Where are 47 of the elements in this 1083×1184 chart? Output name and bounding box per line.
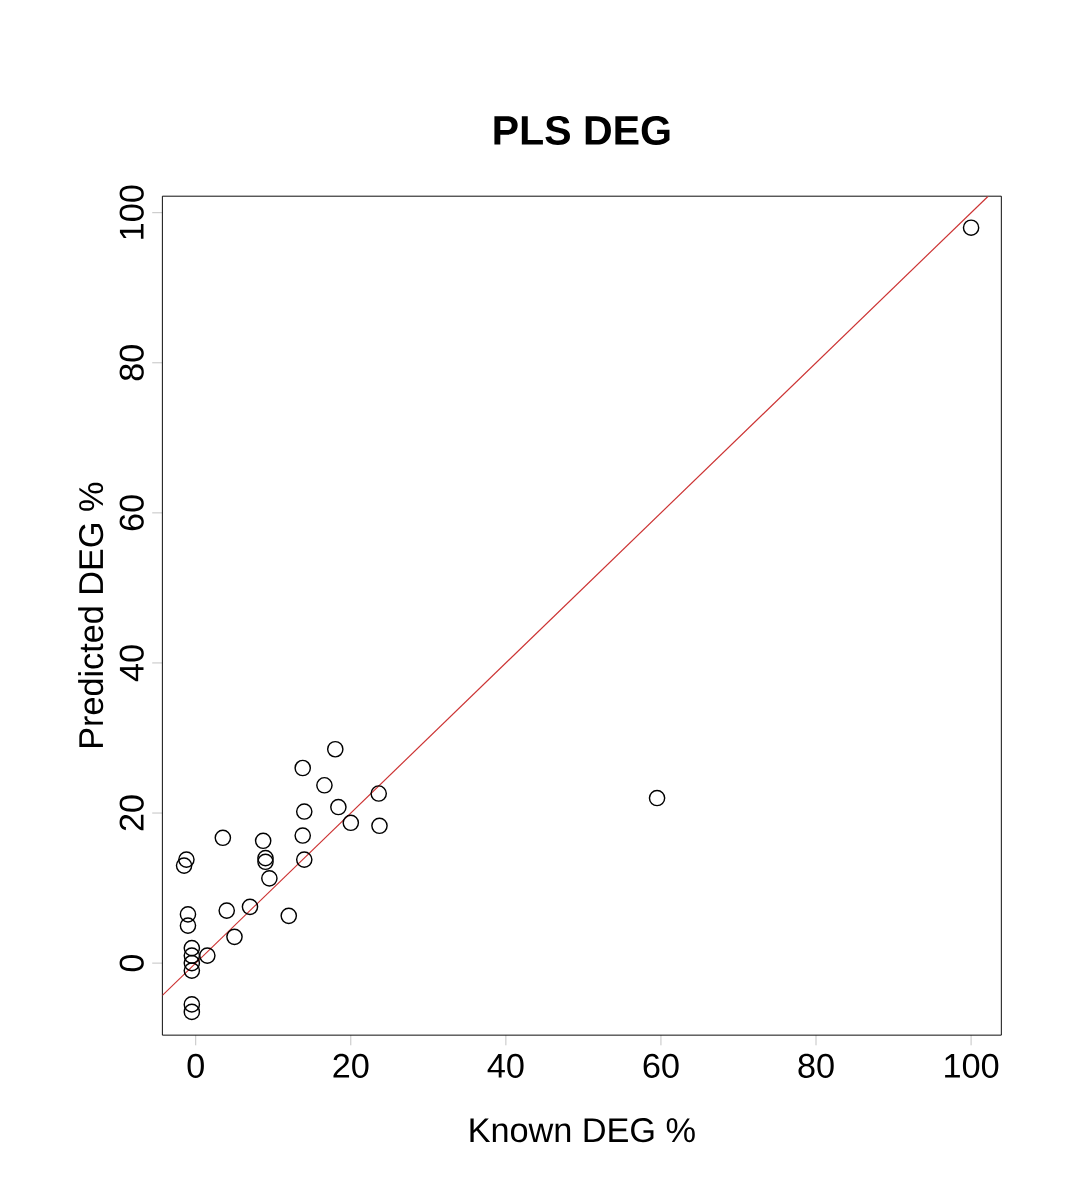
point bbox=[214, 829, 232, 847]
point bbox=[183, 1003, 201, 1021]
point bbox=[183, 996, 201, 1013]
y-tick-label: 20 bbox=[119, 795, 145, 831]
x-tick-label: 40 bbox=[487, 1053, 524, 1078]
point bbox=[183, 962, 201, 979]
point bbox=[257, 849, 275, 867]
y-tick-label: 60 bbox=[119, 495, 145, 531]
point bbox=[199, 947, 216, 964]
x-tick-label: 100 bbox=[945, 1053, 999, 1078]
point bbox=[342, 814, 360, 832]
y-tick-label: 0 bbox=[119, 954, 145, 972]
point bbox=[183, 939, 201, 957]
y-tick-label: 100 bbox=[119, 185, 145, 239]
point bbox=[226, 928, 244, 946]
point bbox=[255, 832, 272, 850]
x-axis-title: Known DEG % bbox=[470, 1118, 696, 1143]
x-tick-label: 60 bbox=[643, 1053, 679, 1078]
point bbox=[648, 789, 666, 807]
y-axis-title: Predicted DEG % bbox=[78, 482, 104, 748]
point bbox=[294, 827, 312, 844]
point bbox=[963, 219, 980, 237]
y-tick-label: 80 bbox=[119, 345, 145, 381]
point bbox=[280, 907, 298, 925]
point bbox=[179, 906, 197, 923]
point bbox=[241, 898, 259, 916]
point bbox=[330, 798, 347, 816]
point bbox=[183, 954, 201, 972]
x-tick-label: 80 bbox=[798, 1053, 834, 1078]
point bbox=[370, 785, 388, 802]
point bbox=[183, 947, 201, 964]
y-tick-label: 40 bbox=[119, 645, 145, 682]
point bbox=[296, 803, 313, 820]
point bbox=[218, 902, 236, 919]
point bbox=[261, 869, 278, 887]
point bbox=[371, 817, 389, 835]
point bbox=[178, 851, 195, 868]
point bbox=[327, 740, 344, 758]
x-tick-label: 20 bbox=[333, 1053, 369, 1078]
point bbox=[296, 851, 313, 868]
x-tick-label: 0 bbox=[187, 1053, 205, 1078]
point bbox=[176, 857, 193, 874]
point bbox=[294, 759, 312, 777]
chart-title: PLS DEG bbox=[494, 115, 670, 145]
point bbox=[179, 917, 197, 934]
point bbox=[257, 853, 275, 871]
point bbox=[316, 776, 333, 794]
